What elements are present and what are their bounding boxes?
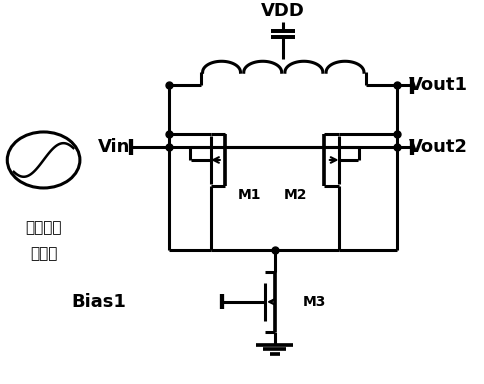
Text: Vout1: Vout1 <box>408 76 467 94</box>
Text: Vout2: Vout2 <box>408 138 467 156</box>
Text: M2: M2 <box>284 188 307 202</box>
Text: M3: M3 <box>302 295 325 309</box>
Text: VDD: VDD <box>261 2 304 20</box>
Text: Bias1: Bias1 <box>71 293 126 311</box>
Text: M1: M1 <box>237 188 260 202</box>
Text: 振荡器: 振荡器 <box>30 246 57 261</box>
Text: Vin: Vin <box>98 138 131 156</box>
Text: 交叉耦合: 交叉耦合 <box>25 220 61 235</box>
